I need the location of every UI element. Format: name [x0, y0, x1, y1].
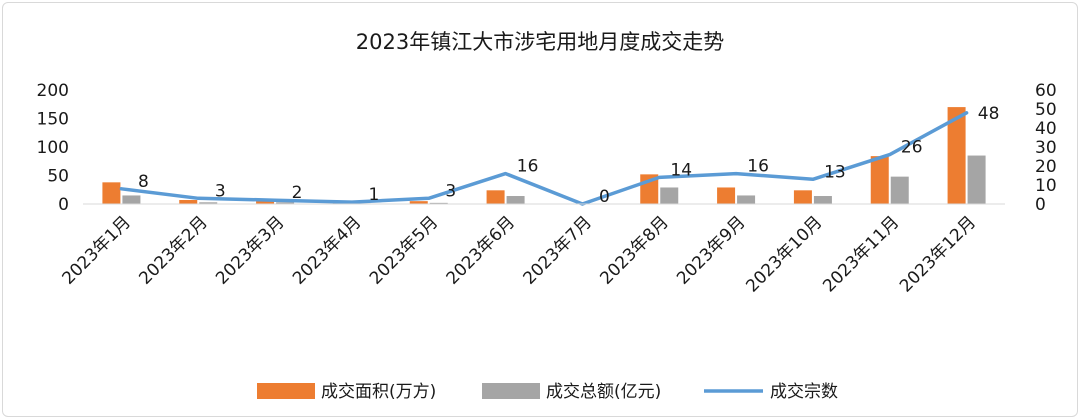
legend-label-amount: 成交总额(亿元): [546, 382, 661, 402]
data-label-count-1: 8: [138, 172, 149, 192]
x-tick-3: 2023年3月: [212, 212, 288, 288]
bar-amount-6: [506, 196, 525, 204]
y-left-tick-150: 150: [37, 110, 69, 130]
bar-amount-2: [199, 202, 218, 204]
y-right-tick-30: 30: [1035, 138, 1057, 158]
y-right-tick-60: 60: [1035, 81, 1057, 101]
y-right-tick-10: 10: [1035, 176, 1057, 196]
data-label-count-8: 14: [670, 160, 692, 180]
y-right-tick-0: 0: [1035, 195, 1046, 215]
bar-amount-10: [813, 196, 832, 204]
data-label-count-2: 3: [215, 181, 226, 201]
x-tick-9: 2023年9月: [673, 212, 749, 288]
legend-label-area: 成交面积(万方): [321, 382, 436, 402]
bar-area-2: [179, 200, 198, 204]
bar-amount-5: [429, 202, 448, 204]
data-label-count-7: 0: [599, 187, 610, 207]
chart-title: 2023年镇江大市涉宅用地月度成交走势: [356, 30, 724, 54]
data-label-count-12: 48: [978, 104, 1000, 124]
data-label-count-5: 3: [445, 181, 456, 201]
y-right-tick-40: 40: [1035, 119, 1057, 139]
x-tick-8: 2023年8月: [596, 212, 672, 288]
y-left-tick-50: 50: [47, 167, 69, 187]
y-axis-left: 0 50 100 150 200: [37, 81, 69, 215]
data-label-count-9: 16: [747, 157, 769, 177]
data-label-count-3: 2: [292, 183, 303, 203]
y-left-tick-0: 0: [58, 195, 69, 215]
x-axis: 2023年1月 2023年2月 2023年3月 2023年4月 2023年5月 2023年…: [59, 203, 1005, 296]
bar-amount-8: [660, 187, 679, 204]
bar-area-5: [409, 201, 428, 204]
bar-area-10: [793, 190, 812, 204]
x-tick-1: 2023年1月: [59, 212, 135, 288]
legend: 成交面积(万方) 成交总额(亿元) 成交宗数: [257, 382, 838, 402]
bar-amount-3: [276, 202, 295, 204]
x-tick-5: 2023年5月: [366, 212, 442, 288]
bar-area-3: [256, 199, 275, 204]
bar-area-9: [717, 187, 736, 204]
data-label-count-10: 13: [824, 162, 846, 182]
bar-amount-1: [122, 195, 141, 204]
legend-swatch-amount: [482, 383, 540, 399]
y-left-tick-100: 100: [37, 138, 69, 158]
bar-area-11: [870, 156, 889, 204]
y-right-tick-20: 20: [1035, 157, 1057, 177]
bar-area-1: [102, 182, 121, 204]
legend-swatch-area: [257, 383, 315, 399]
y-left-tick-200: 200: [37, 81, 69, 101]
line-layer: [119, 111, 969, 206]
bar-area-12: [947, 107, 966, 204]
bar-amount-9: [737, 195, 756, 204]
data-label-count-11: 26: [901, 138, 923, 158]
data-label-count-6: 16: [517, 157, 539, 177]
bars-layer: [102, 107, 986, 204]
bar-amount-12: [967, 155, 986, 204]
x-tick-4: 2023年4月: [289, 212, 365, 288]
x-tick-12: 2023年12月: [896, 212, 980, 296]
bar-area-6: [486, 190, 505, 204]
x-tick-10: 2023年10月: [742, 212, 826, 296]
bar-amount-11: [890, 176, 909, 204]
x-tick-2: 2023年2月: [135, 212, 211, 288]
y-right-tick-50: 50: [1035, 100, 1057, 120]
legend-label-count: 成交宗数: [770, 382, 838, 402]
x-tick-6: 2023年6月: [443, 212, 519, 288]
x-tick-7: 2023年7月: [520, 212, 596, 288]
data-label-count-4: 1: [369, 185, 380, 205]
line-count-series: [119, 111, 969, 206]
x-tick-11: 2023年11月: [819, 212, 903, 296]
